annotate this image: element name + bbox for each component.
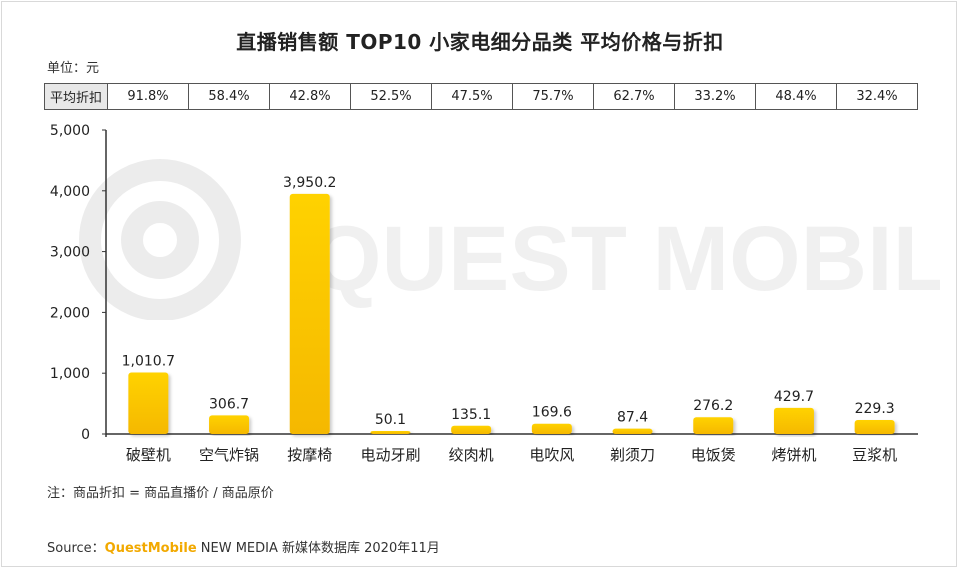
discount-cell: 52.5% bbox=[350, 83, 432, 110]
footnote: 注：商品折扣 = 商品直播价 / 商品原价 bbox=[47, 486, 274, 501]
bar bbox=[451, 425, 492, 434]
x-tick-label: 豆浆机 bbox=[852, 446, 897, 464]
bar bbox=[854, 420, 895, 434]
x-tick-label: 剃须刀 bbox=[610, 446, 655, 464]
x-tick-label: 绞肉机 bbox=[449, 446, 494, 464]
y-tick-label: 2,000 bbox=[50, 305, 90, 321]
bar-value-label: 50.1 bbox=[375, 412, 406, 428]
source-rest: NEW MEDIA 新媒体数据库 2020年11月 bbox=[196, 541, 440, 556]
bar-value-label: 429.7 bbox=[774, 389, 814, 405]
y-tick-label: 1,000 bbox=[50, 366, 90, 382]
y-tick-label: 5,000 bbox=[50, 123, 90, 139]
bar-value-label: 3,950.2 bbox=[283, 175, 336, 191]
discount-table: 平均折扣 91.8% 58.4% 42.8% 52.5% 47.5% 75.7%… bbox=[44, 83, 918, 110]
chart-title: 直播销售额 TOP10 小家电细分品类 平均价格与折扣 bbox=[236, 30, 724, 54]
bar bbox=[612, 428, 653, 434]
x-tick-label: 空气炸锅 bbox=[199, 446, 259, 464]
bar bbox=[693, 417, 734, 434]
bar-value-label: 87.4 bbox=[617, 410, 648, 426]
x-tick-label: 破壁机 bbox=[126, 446, 171, 464]
bar bbox=[209, 415, 250, 434]
discount-header: 平均折扣 bbox=[44, 83, 108, 110]
discount-cell: 48.4% bbox=[755, 83, 837, 110]
bar-chart: 0 1,000 2,000 3,000 4,000 5,000 1,010.7 破壁机 306.… bbox=[50, 123, 918, 464]
bar bbox=[370, 430, 411, 434]
bar-value-label: 135.1 bbox=[451, 407, 491, 423]
x-tick-label: 烤饼机 bbox=[771, 446, 816, 464]
x-tick-label: 电吹风 bbox=[529, 446, 574, 464]
discount-row: 平均折扣 91.8% 58.4% 42.8% 52.5% 47.5% 75.7%… bbox=[44, 83, 918, 110]
discount-cell: 62.7% bbox=[593, 83, 675, 110]
x-tick-label: 按摩椅 bbox=[287, 446, 332, 464]
y-tick-label: 4,000 bbox=[50, 184, 90, 200]
unit-label: 单位：元 bbox=[47, 61, 100, 76]
source-line: Source：QuestMobile NEW MEDIA 新媒体数据库 2020… bbox=[47, 537, 440, 556]
bar bbox=[128, 372, 169, 434]
x-tick-label: 电饭煲 bbox=[691, 446, 736, 464]
discount-cell: 75.7% bbox=[512, 83, 594, 110]
bar-value-label: 169.6 bbox=[532, 405, 572, 421]
bar-value-label: 306.7 bbox=[209, 396, 249, 412]
y-tick-label: 3,000 bbox=[50, 245, 90, 261]
bar-value-label: 276.2 bbox=[693, 398, 733, 414]
discount-cell: 47.5% bbox=[431, 83, 513, 110]
discount-cell: 33.2% bbox=[674, 83, 756, 110]
y-tick-label: 0 bbox=[81, 427, 90, 443]
discount-cell: 58.4% bbox=[188, 83, 270, 110]
source-prefix: Source： bbox=[47, 541, 105, 556]
discount-cell: 91.8% bbox=[107, 83, 189, 110]
discount-cell: 42.8% bbox=[269, 83, 351, 110]
source-brand: QuestMobile bbox=[104, 541, 197, 556]
x-tick-label: 电动牙刷 bbox=[360, 446, 420, 464]
bar bbox=[531, 423, 572, 434]
bar bbox=[289, 193, 330, 434]
bar-value-label: 1,010.7 bbox=[122, 354, 175, 370]
discount-cell: 32.4% bbox=[836, 83, 918, 110]
bar bbox=[773, 407, 814, 434]
bar-value-label: 229.3 bbox=[855, 401, 895, 417]
